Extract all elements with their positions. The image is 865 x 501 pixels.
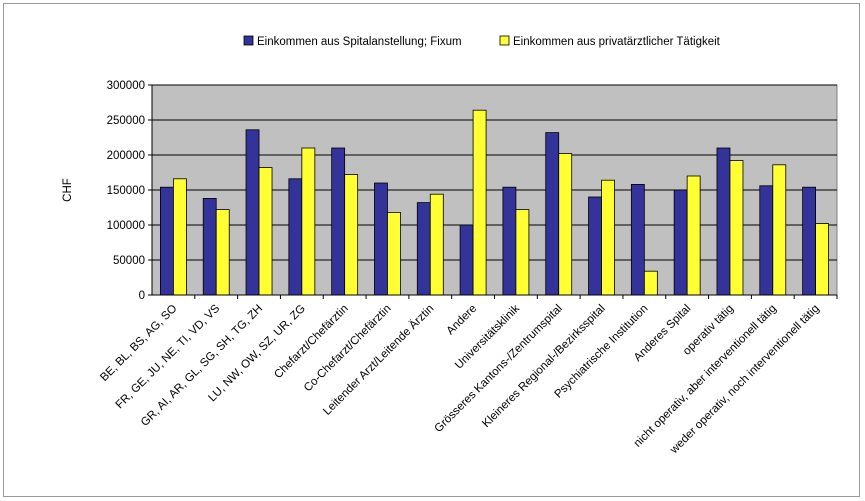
bar-privataerztlich xyxy=(344,174,359,296)
legend: Einkommen aus Spitalanstellung; Fixum Ei… xyxy=(243,35,721,48)
bar-privataerztlich xyxy=(729,160,744,296)
bar-privataerztlich xyxy=(686,175,701,296)
x-category-label: Andere xyxy=(445,303,480,338)
bar-privataerztlich xyxy=(558,153,573,296)
y-tick-label: 0 xyxy=(139,290,145,302)
y-tick-label: 200000 xyxy=(107,150,145,162)
y-tick-labels: 0 50000 100000 150000 200000 250000 300000 xyxy=(107,80,145,302)
legend-label-series-2: Einkommen aus privatärztlicher Tätigkeit xyxy=(513,36,721,48)
y-tick-label: 50000 xyxy=(113,255,145,267)
y-tick-label: 300000 xyxy=(107,80,145,92)
bar-spitalanstellung xyxy=(502,186,517,296)
y-tick-label: 100000 xyxy=(107,220,145,232)
bar-spitalanstellung xyxy=(630,183,645,296)
bar-spitalanstellung xyxy=(160,186,174,296)
bar-spitalanstellung xyxy=(459,224,474,296)
x-category-label: Co-Chefarzt/Chefärztin xyxy=(302,303,394,395)
bar-privataerztlich xyxy=(258,167,273,296)
bar-privataerztlich xyxy=(301,147,316,296)
bar-spitalanstellung xyxy=(288,178,303,296)
y-tick-label: 150000 xyxy=(107,185,145,197)
bar-spitalanstellung xyxy=(802,186,816,296)
x-category-label: Chefarzt/Chefärztin xyxy=(272,303,351,382)
y-axis-label: CHF xyxy=(62,178,74,202)
bar-spitalanstellung xyxy=(759,185,774,296)
bar-privataerztlich xyxy=(815,223,829,296)
bar-privataerztlich xyxy=(643,270,658,296)
bar-privataerztlich xyxy=(215,209,230,296)
bar-spitalanstellung xyxy=(331,147,346,296)
bar-privataerztlich xyxy=(772,164,787,296)
bar-spitalanstellung xyxy=(245,129,260,296)
bar-privataerztlich xyxy=(515,209,530,296)
bar-spitalanstellung xyxy=(374,182,388,296)
bar-privataerztlich xyxy=(429,193,444,296)
bar-spitalanstellung xyxy=(716,147,731,296)
y-tick-label: 250000 xyxy=(107,115,145,127)
bars xyxy=(160,109,829,296)
bar-spitalanstellung xyxy=(416,202,431,296)
legend-swatch-series-1 xyxy=(243,35,254,46)
bar-privataerztlich xyxy=(601,179,615,296)
x-category-label: weder operativ, noch interventionell tät… xyxy=(668,303,822,457)
legend-label-series-1: Einkommen aus Spitalanstellung; Fixum xyxy=(257,36,462,48)
x-category-label: BE, BL, BS, AG, SO xyxy=(98,303,179,384)
bar-privataerztlich xyxy=(387,211,401,296)
bar-privataerztlich xyxy=(173,178,187,296)
bar-spitalanstellung xyxy=(588,196,602,296)
legend-swatch-series-2 xyxy=(499,35,510,46)
axes xyxy=(148,84,838,299)
bar-privataerztlich xyxy=(472,109,487,296)
bar-spitalanstellung xyxy=(545,132,560,296)
bar-spitalanstellung xyxy=(673,189,688,296)
bar-spitalanstellung xyxy=(202,197,217,296)
